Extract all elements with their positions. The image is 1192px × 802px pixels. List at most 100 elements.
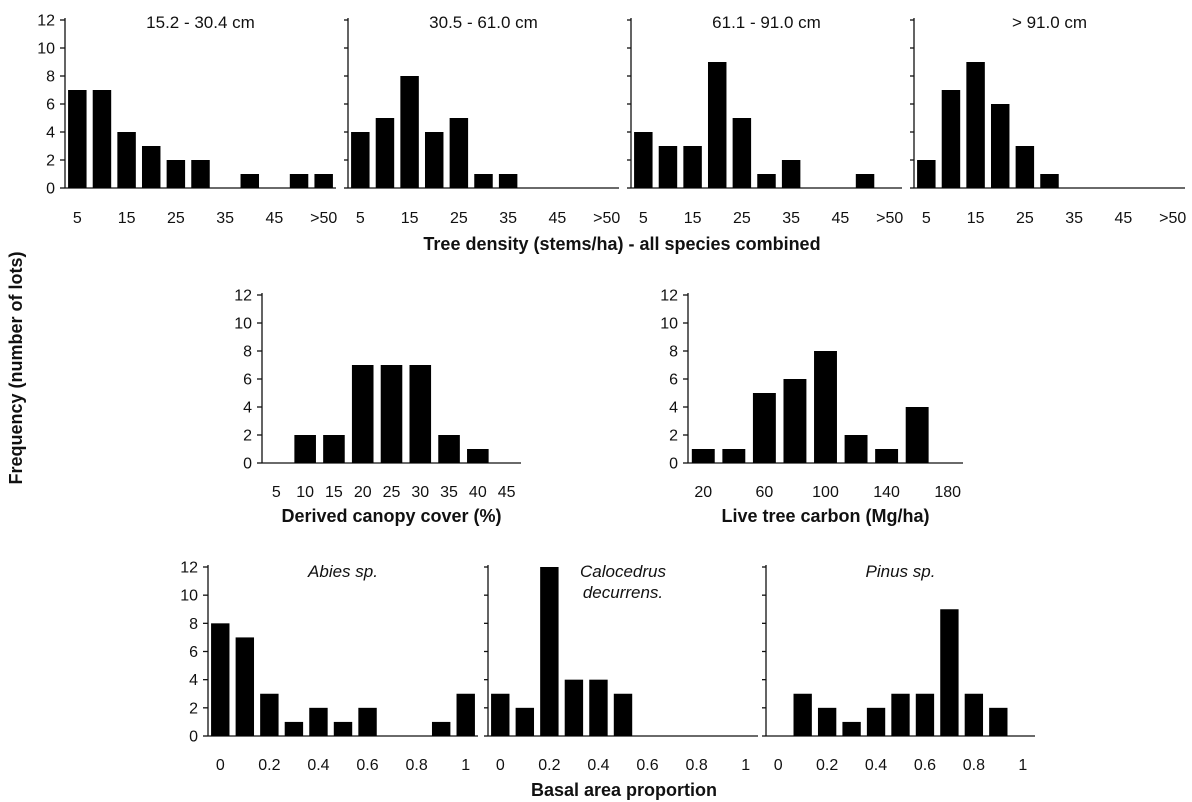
histogram-bar	[498, 174, 518, 188]
histogram-bar	[358, 707, 377, 736]
panel-title: > 91.0 cm	[1012, 13, 1087, 32]
x-tick-label: 40	[469, 484, 487, 501]
histogram-panel-6: 0 2 4 6 8 10 12 20 60 100 140 180 Live tree carbon (…	[660, 288, 963, 526]
histogram-bar	[474, 174, 493, 188]
x-tick-label: 45	[266, 210, 284, 227]
y-tick-label: 2	[189, 700, 198, 717]
x-tick-label: 100	[812, 484, 839, 501]
x-tick-label: 15	[401, 210, 419, 227]
histogram-bar	[683, 146, 702, 188]
y-tick-label: 10	[660, 316, 678, 333]
y-tick-label: 12	[37, 13, 55, 30]
y-tick-label: 2	[669, 428, 678, 445]
y-tick-label: 2	[243, 428, 252, 445]
x-tick-label: 140	[873, 484, 900, 501]
x-tick-label: 45	[1115, 210, 1133, 227]
histogram-panel-9: 0 0.2 0.4 0.6 0.8 1 Pinus sp.	[762, 562, 1035, 774]
histogram-bar	[915, 693, 935, 736]
histogram-bar	[456, 693, 475, 736]
y-tick-label: 8	[46, 69, 55, 86]
x-tick-label: 35	[1065, 210, 1083, 227]
histogram-panel-5: 0 2 4 6 8 10 12 5 10 15 20 25 30 35 40 45 Derived canopy…	[234, 288, 521, 526]
x-tick-label: 0.4	[865, 757, 887, 774]
histogram-bar	[866, 707, 886, 736]
histogram-bar	[917, 160, 936, 188]
histogram-bar	[235, 637, 255, 736]
y-tick-label: 4	[243, 400, 252, 417]
x-tick-label: 25	[383, 484, 401, 501]
histogram-bar	[634, 132, 653, 188]
histogram-bar	[467, 449, 489, 463]
histogram-bar	[891, 693, 910, 736]
y-tick-label: 10	[37, 41, 55, 58]
x-tick-label: >50	[310, 210, 337, 227]
x-tick-label: 0.8	[963, 757, 985, 774]
histogram-bar	[564, 679, 584, 736]
histogram-bar	[540, 567, 559, 736]
x-tick-label: 15	[118, 210, 136, 227]
y-tick-label: 12	[180, 560, 198, 577]
y-tick-label: 0	[189, 729, 198, 746]
histogram-bar	[409, 365, 432, 463]
y-tick-label: 6	[669, 372, 678, 389]
histogram-bar	[424, 132, 444, 188]
histogram-bar	[351, 365, 374, 463]
x-tick-label: 25	[167, 210, 185, 227]
x-tick-label: 0.2	[258, 757, 280, 774]
histogram-bar	[691, 449, 715, 463]
histogram-bar	[294, 435, 316, 463]
y-tick-label: 0	[243, 456, 252, 473]
x-tick-label: 35	[499, 210, 517, 227]
histogram-bar	[400, 76, 419, 188]
x-tick-label: 0	[496, 757, 505, 774]
x-tick-label: >50	[1159, 210, 1186, 227]
x-tick-label: >50	[876, 210, 903, 227]
histogram-bar	[964, 693, 984, 736]
histogram-bar	[589, 679, 608, 736]
x-tick-label: 20	[694, 484, 712, 501]
histogram-bar	[117, 132, 136, 188]
histogram-bar	[1015, 146, 1035, 188]
x-tick-label: 5	[272, 484, 281, 501]
x-tick-label: 1	[461, 757, 470, 774]
x-tick-label: 20	[354, 484, 372, 501]
histogram-bar	[333, 721, 353, 736]
x-tick-label: 0.2	[538, 757, 560, 774]
histogram-bar	[491, 693, 510, 736]
panel-title: Abies sp.	[307, 562, 378, 581]
histogram-bar	[855, 174, 875, 188]
histogram-bar	[260, 693, 279, 736]
histogram-bar	[284, 721, 304, 736]
histogram-bar	[380, 365, 403, 463]
y-tick-label: 4	[189, 672, 198, 689]
histogram-bar	[68, 90, 87, 188]
histogram-bar	[191, 160, 210, 188]
histogram-bar	[707, 62, 727, 188]
x-tick-label: 35	[216, 210, 234, 227]
y-tick-label: 6	[46, 97, 55, 114]
x-tick-label: 10	[296, 484, 314, 501]
y-tick-label: 6	[189, 644, 198, 661]
row3-x-axis-label: Basal area proportion	[531, 780, 717, 800]
x-tick-label: 25	[733, 210, 751, 227]
histogram-bar	[722, 449, 746, 463]
row1-x-axis-label: Tree density (stems/ha) - all species co…	[423, 234, 820, 254]
panel-x-axis-label: Derived canopy cover (%)	[281, 506, 501, 526]
x-tick-label: 5	[639, 210, 648, 227]
panel-title: Calocedrus decurrens.	[580, 562, 666, 602]
x-tick-label: 15	[684, 210, 702, 227]
x-tick-label: 15	[325, 484, 343, 501]
x-tick-label: 5	[356, 210, 365, 227]
y-tick-label: 4	[46, 125, 55, 142]
histogram-bar	[658, 146, 678, 188]
histogram-panel-3: 5 15 25 35 45 >50 61.1 - 91.0 cm	[627, 13, 903, 227]
histogram-bar	[323, 435, 345, 463]
x-tick-label: 45	[498, 484, 516, 501]
y-tick-label: 8	[243, 344, 252, 361]
histogram-bar	[732, 118, 752, 188]
x-tick-label: >50	[593, 210, 620, 227]
x-tick-label: 0.8	[406, 757, 428, 774]
y-tick-label: 2	[46, 153, 55, 170]
x-tick-label: 5	[922, 210, 931, 227]
histogram-bar	[940, 609, 959, 736]
